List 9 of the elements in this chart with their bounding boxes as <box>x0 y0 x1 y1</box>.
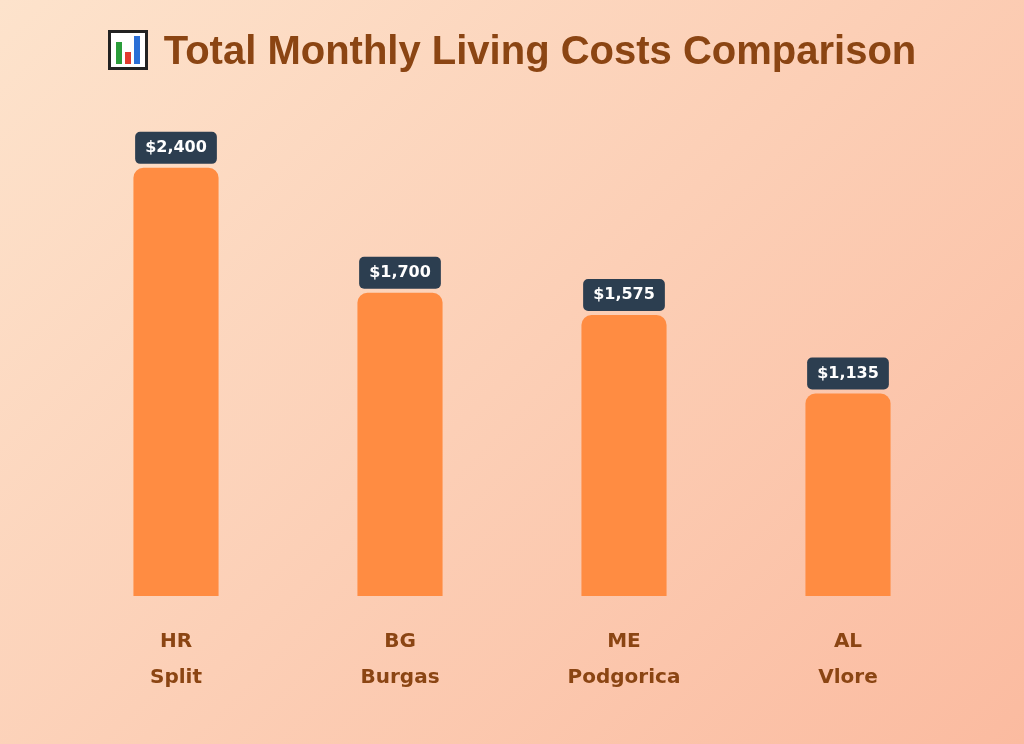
data-label: $1,135 <box>817 362 879 382</box>
data-label: $1,575 <box>593 284 655 304</box>
x-tick-label: ME Podgorica <box>567 628 681 689</box>
x-tick-label: HR Split <box>150 628 203 689</box>
data-label: $1,700 <box>369 261 431 281</box>
x-tick-label: AL Vlore <box>818 628 878 689</box>
chart-title: Total Monthly Living Costs Comparison <box>163 27 917 73</box>
data-label: $2,400 <box>145 137 207 156</box>
x-tick-label: BG Burgas <box>360 628 440 689</box>
